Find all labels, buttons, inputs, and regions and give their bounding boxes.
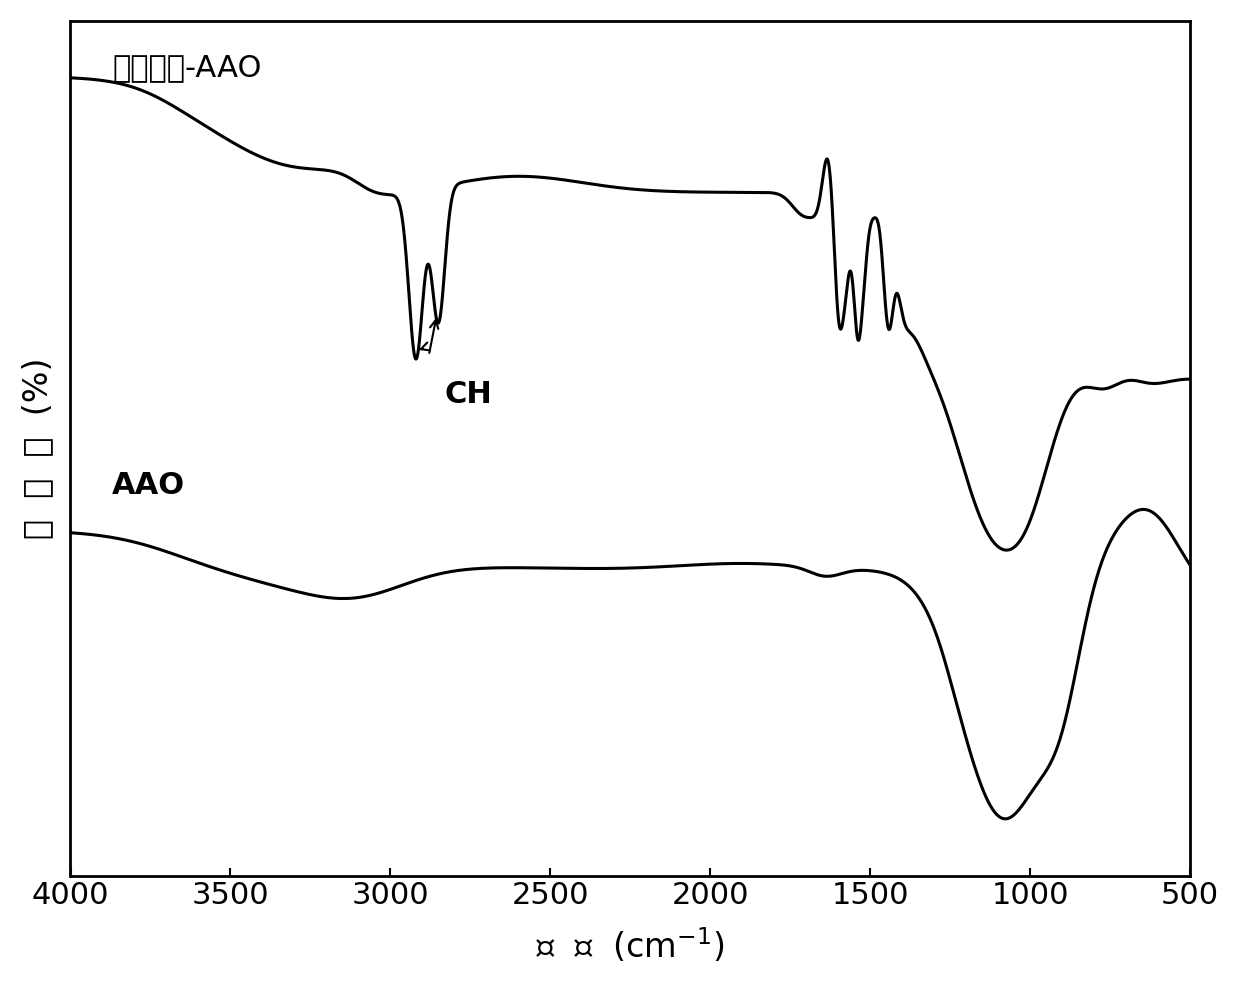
Text: 油酸修饰-AAO: 油酸修饰-AAO [112, 53, 262, 83]
Text: CH: CH [445, 380, 492, 409]
Text: AAO: AAO [112, 471, 185, 500]
Y-axis label: 透  过  率  (%): 透 过 率 (%) [21, 358, 53, 539]
X-axis label: 波  数  (cm$^{-1}$): 波 数 (cm$^{-1}$) [536, 927, 724, 965]
